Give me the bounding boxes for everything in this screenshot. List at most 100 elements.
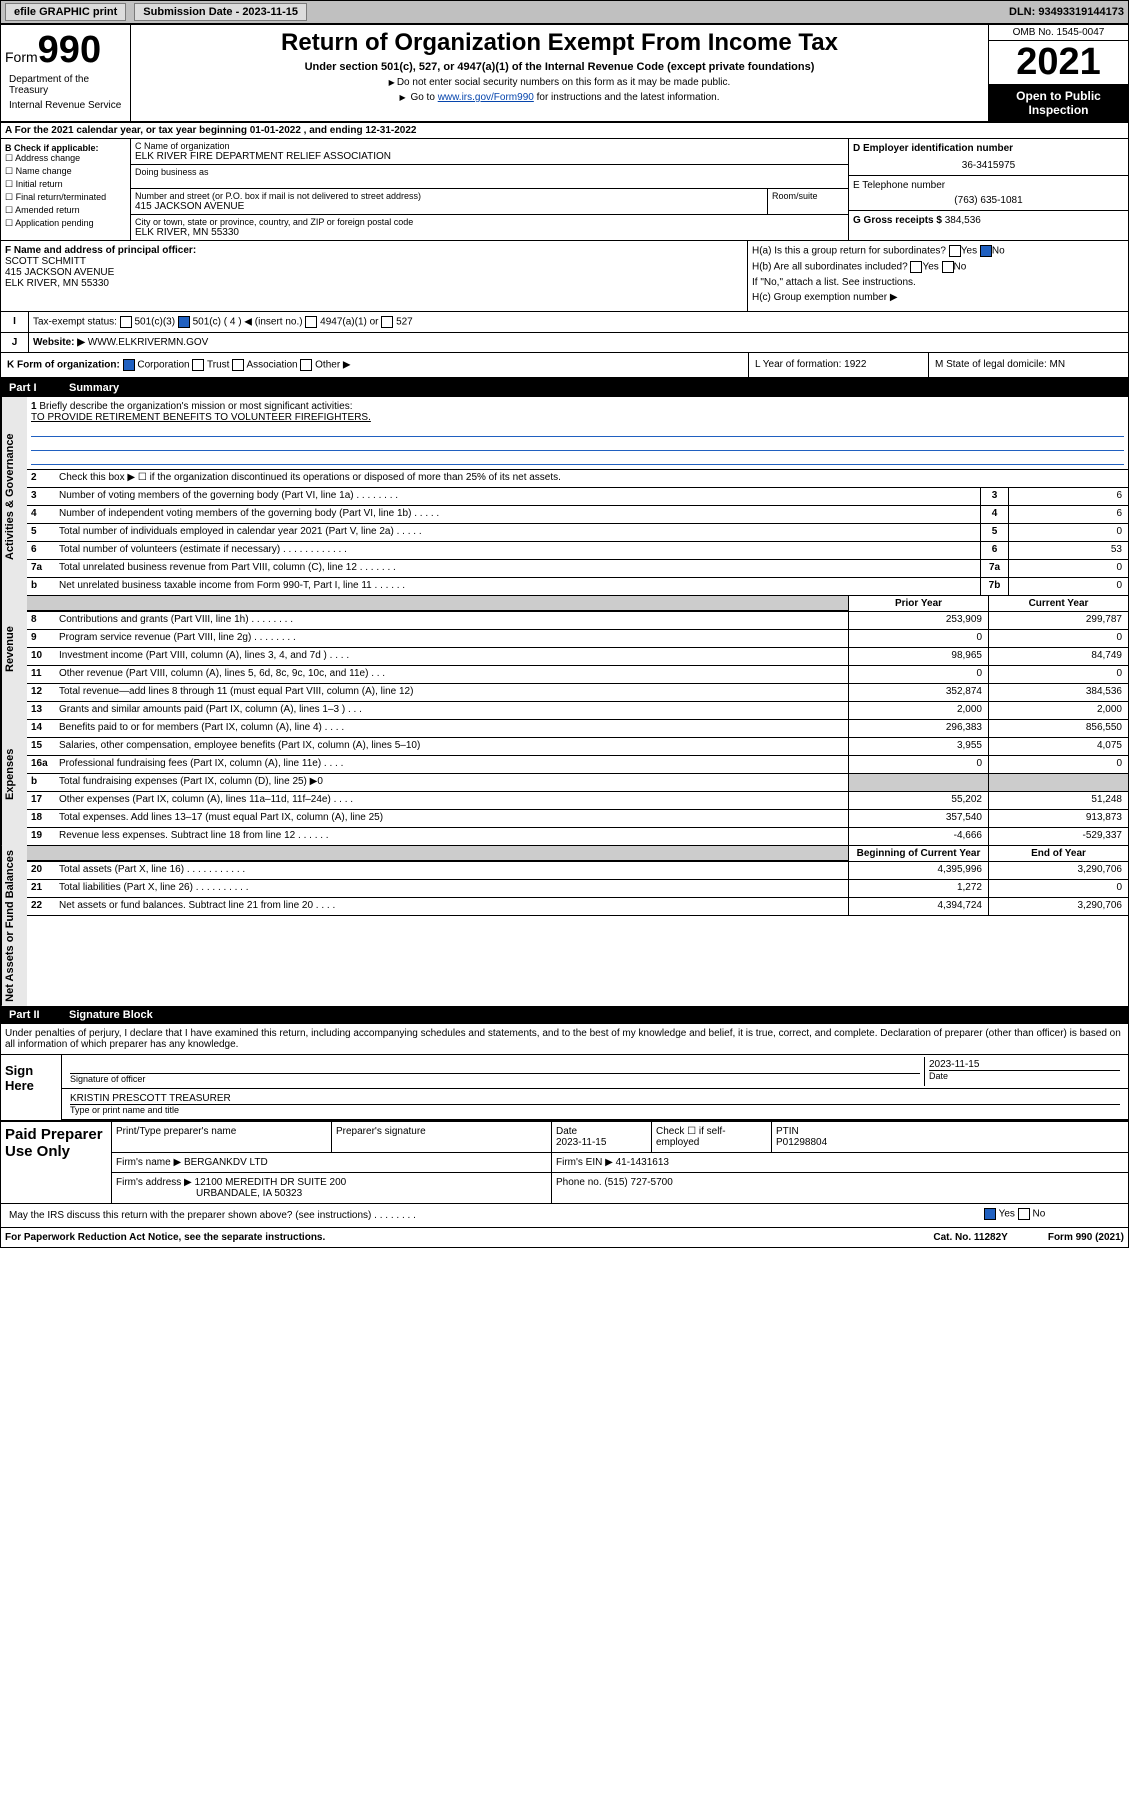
- row-k: K Form of organization: Corporation Trus…: [1, 353, 1128, 379]
- firm-label: Firm's name ▶: [116, 1157, 181, 1168]
- cb-name-change[interactable]: ☐ Name change: [5, 166, 126, 177]
- tax-exempt-row: Tax-exempt status: 501(c)(3) 501(c) ( 4 …: [29, 312, 1128, 332]
- hb-no[interactable]: [942, 261, 954, 273]
- gross-label: G Gross receipts $: [853, 215, 942, 226]
- addr-label: Number and street (or P.O. box if mail i…: [135, 191, 763, 201]
- line-11: 11Other revenue (Part VIII, column (A), …: [27, 666, 1128, 684]
- ptin-hdr: PTIN: [776, 1126, 799, 1137]
- cb-assoc[interactable]: [232, 359, 244, 371]
- officer-print-name: KRISTIN PRESCOTT TREASURER: [70, 1093, 1120, 1104]
- website-row: Website: ▶ WWW.ELKRIVERMN.GOV: [29, 333, 1128, 352]
- cb-501c[interactable]: [178, 316, 190, 328]
- hdr-prior-year: Prior Year: [848, 596, 988, 611]
- firm-name: BERGANKDV LTD: [184, 1157, 268, 1168]
- form-prefix: Form: [5, 49, 38, 65]
- form-header: Form990 Department of the Treasury Inter…: [1, 25, 1128, 123]
- line-5: 5Total number of individuals employed in…: [27, 524, 1128, 542]
- topbar: efile GRAPHIC print Submission Date - 20…: [0, 0, 1129, 24]
- part1-num: Part I: [9, 382, 69, 394]
- ha-yes[interactable]: [949, 245, 961, 257]
- prep-sig-hdr: Preparer's signature: [332, 1122, 552, 1152]
- prep-date: 2023-11-15: [556, 1137, 606, 1148]
- row-j: J Website: ▶ WWW.ELKRIVERMN.GOV: [1, 333, 1128, 353]
- irs-discuss-q: May the IRS discuss this return with the…: [5, 1208, 984, 1223]
- line-10: 10Investment income (Part VIII, column (…: [27, 648, 1128, 666]
- col-f-officer: F Name and address of principal officer:…: [1, 241, 748, 311]
- dln: DLN: 93493319144173: [1009, 6, 1124, 18]
- ha-no[interactable]: [980, 245, 992, 257]
- k-form-org: K Form of organization: Corporation Trus…: [1, 353, 748, 377]
- officer-print-label: Type or print name and title: [70, 1104, 1120, 1115]
- cb-initial-return[interactable]: ☐ Initial return: [5, 179, 126, 190]
- hb-yes[interactable]: [910, 261, 922, 273]
- line-12: 12Total revenue—add lines 8 through 11 (…: [27, 684, 1128, 702]
- line-13: 13Grants and similar amounts paid (Part …: [27, 702, 1128, 720]
- footer-left: For Paperwork Reduction Act Notice, see …: [5, 1232, 325, 1243]
- city-label: City or town, state or province, country…: [135, 217, 844, 227]
- website-value: WWW.ELKRIVERMN.GOV: [88, 337, 209, 348]
- row-bcd: B Check if applicable: ☐ Address change …: [1, 139, 1128, 241]
- efile-print-button[interactable]: efile GRAPHIC print: [5, 3, 126, 21]
- dba-label: Doing business as: [135, 167, 209, 177]
- paid-preparer-row: Paid Preparer Use Only Print/Type prepar…: [1, 1122, 1128, 1204]
- label-i: I: [1, 312, 29, 332]
- cb-address-change[interactable]: ☐ Address change: [5, 153, 126, 164]
- line-22: 22Net assets or fund balances. Subtract …: [27, 898, 1128, 916]
- part2-num: Part II: [9, 1009, 69, 1021]
- phone-val: (515) 727-5700: [604, 1177, 672, 1188]
- cb-corp[interactable]: [123, 359, 135, 371]
- cb-527[interactable]: [381, 316, 393, 328]
- vtab-governance: Activities & Governance: [1, 397, 27, 596]
- cb-trust[interactable]: [192, 359, 204, 371]
- q1-text: Briefly describe the organization's miss…: [39, 401, 352, 412]
- cb-app-pending[interactable]: ☐ Application pending: [5, 218, 126, 229]
- paid-label: Paid Preparer Use Only: [1, 1122, 111, 1203]
- irs-discuss-row: May the IRS discuss this return with the…: [1, 1204, 1128, 1228]
- irs-link[interactable]: www.irs.gov/Form990: [438, 92, 534, 103]
- tax-year: 2021: [989, 41, 1128, 85]
- line-17: 17Other expenses (Part IX, column (A), l…: [27, 792, 1128, 810]
- discuss-yes[interactable]: [984, 1208, 996, 1220]
- row-a-tax-year: A For the 2021 calendar year, or tax yea…: [1, 123, 1128, 139]
- note-ssn: Do not enter social security numbers on …: [139, 77, 980, 88]
- q2-text: Check this box ▶ ☐ if the organization d…: [55, 470, 1128, 487]
- sig-declaration: Under penalties of perjury, I declare th…: [1, 1024, 1128, 1055]
- rev-colhdr: Prior Year Current Year: [27, 596, 1128, 612]
- line-4: 4Number of independent voting members of…: [27, 506, 1128, 524]
- col-b-hdr: B Check if applicable:: [5, 143, 126, 153]
- hc-line: H(c) Group exemption number ▶: [752, 292, 1124, 303]
- sig-date: 2023-11-15: [929, 1059, 1120, 1070]
- firm-addr2: URBANDALE, IA 50323: [196, 1188, 302, 1199]
- cb-final-return[interactable]: ☐ Final return/terminated: [5, 192, 126, 203]
- room-label: Room/suite: [768, 189, 848, 214]
- k-label: K Form of organization:: [7, 360, 120, 371]
- line-19: 19Revenue less expenses. Subtract line 1…: [27, 828, 1128, 846]
- cb-amended[interactable]: ☐ Amended return: [5, 205, 126, 216]
- prep-name-hdr: Print/Type preparer's name: [112, 1122, 332, 1152]
- cb-501c3[interactable]: [120, 316, 132, 328]
- line-6: 6Total number of volunteers (estimate if…: [27, 542, 1128, 560]
- form-990: Form990 Department of the Treasury Inter…: [0, 24, 1129, 1248]
- state-domicile: M State of legal domicile: MN: [928, 353, 1128, 377]
- discuss-no[interactable]: [1018, 1208, 1030, 1220]
- irs-label: Internal Revenue Service: [5, 98, 126, 113]
- cb-4947[interactable]: [305, 316, 317, 328]
- note2-pre: Go to: [410, 92, 437, 103]
- sign-here-row: Sign Here Signature of officer 2023-11-1…: [1, 1055, 1128, 1122]
- col-h-group: H(a) Is this a group return for subordin…: [748, 241, 1128, 311]
- section-revenue: Revenue Prior Year Current Year 8Contrib…: [1, 596, 1128, 702]
- submission-date: Submission Date - 2023-11-15: [134, 3, 307, 21]
- line-20: 20Total assets (Part X, line 16) . . . .…: [27, 862, 1128, 880]
- form-title: Return of Organization Exempt From Incom…: [139, 29, 980, 57]
- vtab-net-assets: Net Assets or Fund Balances: [1, 846, 27, 1006]
- footer-form: Form 990 (2021): [1048, 1232, 1124, 1243]
- section-governance: Activities & Governance 1 Briefly descri…: [1, 397, 1128, 596]
- mission-text: TO PROVIDE RETIREMENT BENEFITS TO VOLUNT…: [31, 412, 1124, 423]
- hdr-current-year: Current Year: [988, 596, 1128, 611]
- cb-other[interactable]: [300, 359, 312, 371]
- part1-header: Part I Summary: [1, 379, 1128, 397]
- sig-officer-label: Signature of officer: [70, 1073, 920, 1084]
- label-j: J: [1, 333, 29, 352]
- org-city: ELK RIVER, MN 55330: [135, 227, 844, 238]
- firm-addr1: 12100 MEREDITH DR SUITE 200: [195, 1177, 347, 1188]
